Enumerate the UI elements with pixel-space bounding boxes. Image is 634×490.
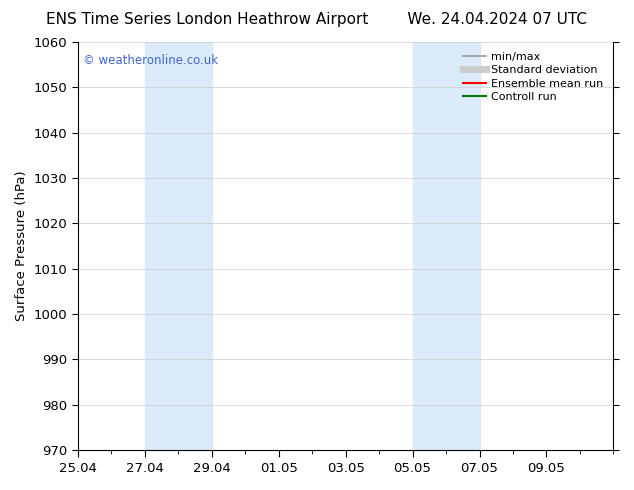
Legend: min/max, Standard deviation, Ensemble mean run, Controll run: min/max, Standard deviation, Ensemble me…	[459, 48, 608, 106]
Text: © weatheronline.co.uk: © weatheronline.co.uk	[83, 54, 218, 67]
Bar	[413, 42, 479, 450]
Bar	[145, 42, 212, 450]
Text: ENS Time Series London Heathrow Airport        We. 24.04.2024 07 UTC: ENS Time Series London Heathrow Airport …	[46, 12, 588, 27]
Y-axis label: Surface Pressure (hPa): Surface Pressure (hPa)	[15, 171, 28, 321]
